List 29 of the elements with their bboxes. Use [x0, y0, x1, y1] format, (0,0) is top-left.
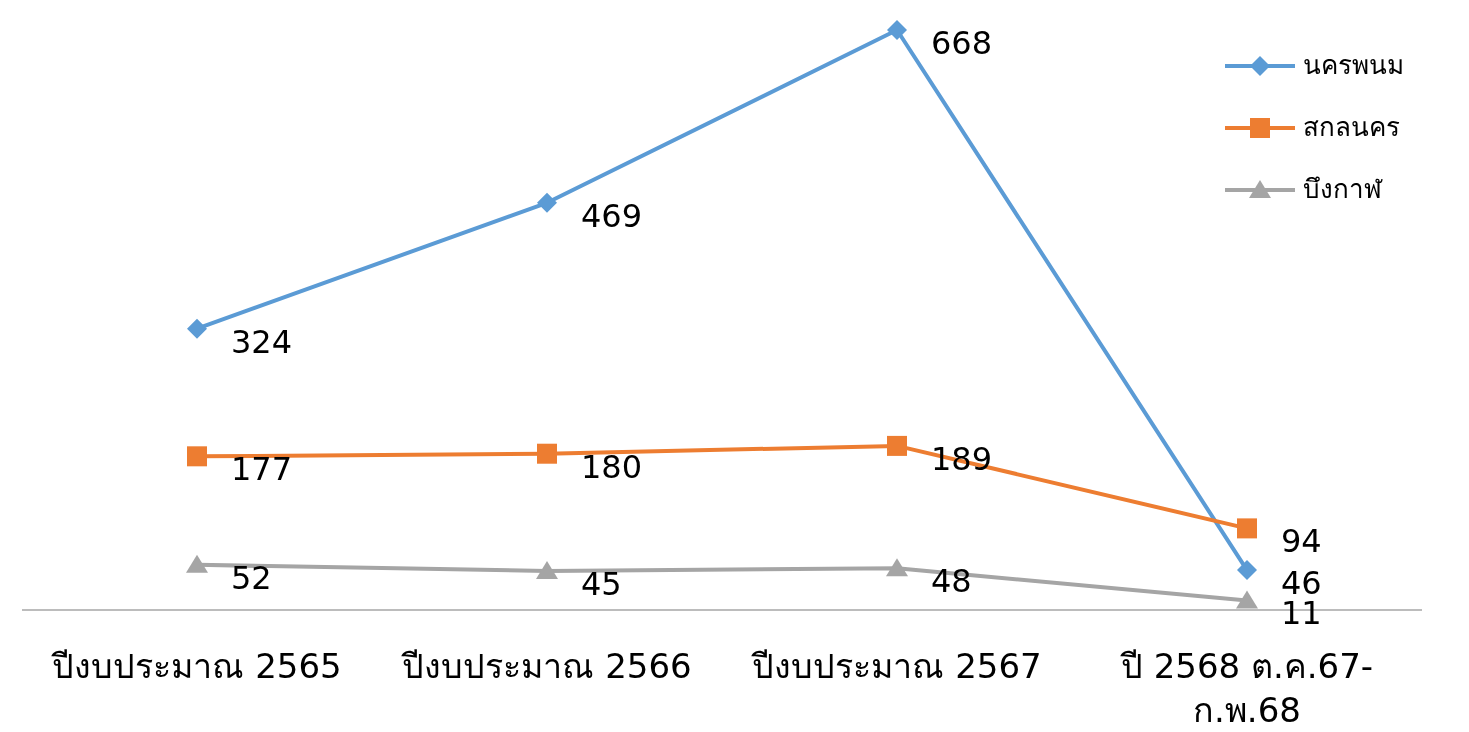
- data-label: 11: [1281, 594, 1322, 633]
- x-tick-label: ปี 2568 ต.ค.67-ก.พ.68: [1119, 645, 1375, 732]
- data-label: 48: [931, 562, 972, 601]
- point: [1236, 590, 1258, 609]
- legend-label: บึงกาฬ: [1303, 173, 1382, 206]
- point: [1237, 560, 1257, 581]
- data-label: 177: [231, 450, 293, 489]
- data-label: 52: [231, 558, 272, 597]
- point: [187, 318, 207, 339]
- point: [886, 558, 908, 577]
- point: [536, 560, 558, 579]
- data-label: 668: [931, 24, 993, 62]
- legend-label: สกลนคร: [1303, 111, 1400, 144]
- x-tick-label: ปีงบประมาณ 2565: [50, 645, 343, 688]
- point: [186, 554, 208, 573]
- legend-label: นครพนม: [1303, 49, 1404, 82]
- point: [1237, 518, 1257, 539]
- data-label: 45: [581, 564, 622, 603]
- data-label: 324: [231, 322, 293, 361]
- point: [887, 20, 907, 40]
- x-tick-label: ปีงบประมาณ 2566: [400, 645, 693, 688]
- point: [537, 443, 557, 464]
- point: [187, 446, 207, 467]
- data-label: 180: [581, 447, 643, 486]
- point: [537, 192, 557, 213]
- data-label: 94: [1281, 522, 1322, 561]
- data-label: 469: [581, 196, 643, 235]
- x-tick-label: ปีงบประมาณ 2567: [750, 645, 1043, 688]
- point: [887, 435, 907, 456]
